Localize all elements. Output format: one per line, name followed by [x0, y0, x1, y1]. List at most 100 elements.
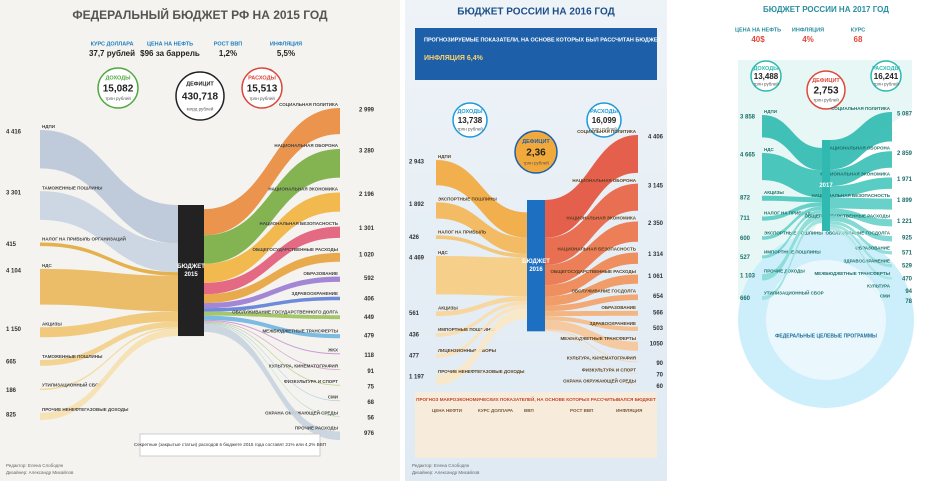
income-name: ЛИЦЕНЗИОННЫЕ СБОРЫ: [438, 348, 497, 353]
income-amount: 4 104: [6, 268, 22, 274]
expense-name: СМИ: [328, 395, 338, 400]
income-flow: [762, 209, 822, 259]
expense-flow: [204, 276, 340, 309]
income-name: НАЛОГ НА ПРИБЫЛЬ: [438, 230, 487, 235]
expense-amount: 5 087: [897, 112, 913, 118]
credit: Редактор: Елена Слободян: [412, 463, 470, 468]
income-amount: 4 469: [409, 256, 425, 262]
expense-amount: 75: [367, 385, 374, 391]
expense-name: НАЦИОНАЛЬНАЯ ЭКОНОМИКА: [268, 187, 338, 192]
hub-unit: трлн рублей: [523, 160, 549, 166]
expense-name: СМИ: [880, 294, 890, 299]
indicator-box: [415, 28, 657, 80]
budget-label: 2015: [184, 272, 198, 278]
expense-name: ЗДРАВООХРАНЕНИЕ: [844, 258, 890, 263]
hub-value: 430,718: [182, 92, 219, 103]
budget-label: 2017: [819, 183, 833, 189]
income-name: ЭКСПОРТНЫЕ ПОШЛИНЫ: [438, 196, 497, 201]
hub-label: ДЕФИЦИТ: [522, 139, 550, 145]
expense-name: ОБЩЕГОСУДАРСТВЕННЫЕ РАСХОДЫ: [253, 247, 339, 252]
income-flow: [436, 300, 527, 337]
expense-name: ЗДРАВООХРАНЕНИЕ: [292, 291, 338, 296]
expense-flow: [830, 227, 892, 280]
income-amount: 1 197: [409, 374, 425, 380]
expense-name: ОБСЛУЖИВАНИЕ ГОСУДАРСТВЕННОГО ДОЛГА: [232, 309, 339, 314]
indicator-value: 40$: [751, 35, 765, 44]
income-name: НДПИ: [438, 154, 451, 159]
income-amount: 4 416: [6, 130, 22, 136]
expense-name: ОБСЛУЖИВАНИЕ ГОСДОЛГА: [825, 230, 890, 235]
hub: [175, 71, 225, 121]
hub-label: РАСХОДЫ: [590, 109, 618, 115]
expense-name: НАЦИОНАЛЬНАЯ ЭКОНОМИКА: [820, 172, 890, 177]
indicator-value: 37,7 рублей: [89, 49, 135, 58]
expense-amount: 503: [653, 326, 664, 332]
expense-amount: 78: [905, 299, 912, 305]
expense-flow: [545, 274, 638, 306]
expense-flow: [204, 311, 340, 320]
income-amount: 3 301: [6, 191, 22, 197]
income-name: ТАМОЖЕННЫЕ ПОШЛИНЫ: [42, 354, 103, 359]
hub-label: ДОХОДЫ: [457, 109, 483, 115]
expense-amount: 118: [364, 353, 374, 359]
expense-amount: 529: [902, 264, 913, 270]
expense-name: ОХРАНА ОКРУЖАЮЩЕЙ СРЕДЫ: [265, 408, 338, 415]
expense-flow: [545, 221, 638, 286]
income-amount: 426: [409, 235, 420, 241]
expense-flow: [204, 321, 340, 386]
income-amount: 711: [740, 216, 750, 222]
expense-name: ОБСЛУЖИВАНИЕ ГОСДОЛГА: [571, 289, 636, 294]
expense-name: НАЦИОНАЛЬНАЯ БЕЗОПАСНОСТЬ: [812, 193, 891, 198]
credit: Редактор: Елена Слободян: [6, 463, 64, 468]
hub: [514, 130, 558, 174]
income-amount: 4 665: [740, 153, 756, 159]
table-header: КУРС ДОЛЛАРА: [478, 408, 514, 413]
expense-amount: 56: [367, 416, 374, 422]
hub: [241, 67, 283, 109]
hub-label: ДЕФИЦИТ: [186, 81, 214, 87]
expense-amount: 449: [364, 315, 375, 321]
income-flow: [436, 255, 527, 297]
income-flow: [40, 242, 178, 276]
table-header: ИНФЛЯЦИЯ: [616, 408, 642, 413]
expense-amount: 2 859: [897, 151, 913, 157]
income-flow: [762, 213, 822, 281]
expense-flow: [204, 319, 340, 355]
income-amount: 415: [6, 242, 17, 248]
hub-value: 16,241: [874, 72, 899, 81]
expense-amount: 592: [364, 276, 375, 282]
hub-value: 13,488: [754, 72, 779, 81]
expense-flow: [204, 226, 340, 295]
expense-amount: 1 899: [897, 198, 913, 204]
hub-value: 13,738: [458, 116, 483, 125]
income-flow: [40, 311, 178, 338]
expense-name: ПРОЧИЕ РАСХОДЫ: [295, 426, 339, 431]
income-amount: 1 150: [6, 327, 22, 333]
income-amount: 600: [740, 236, 751, 242]
expense-name: КУЛЬТУРА, КИНЕМАТОГРАФИЯ: [567, 356, 636, 361]
income-name: НАЛОГ НА ПРИБЫЛЬ ОРГАНИЗАЦИЙ: [42, 235, 126, 242]
income-flow: [40, 268, 178, 312]
income-flow: [762, 206, 822, 240]
income-flow: [40, 327, 178, 391]
hub-label: ДОХОДЫ: [753, 66, 779, 72]
expense-flow: [204, 322, 340, 417]
expense-flow: [830, 215, 892, 242]
income-amount: 3 858: [740, 115, 756, 121]
expense-name: МЕЖБЮДЖЕТНЫЕ ТРАНСФЕРТЫ: [814, 271, 890, 276]
expense-flow: [204, 149, 340, 264]
income-flow: [436, 160, 527, 238]
hub: [586, 102, 622, 138]
expense-amount: 406: [364, 296, 375, 302]
indicator-value: 4%: [802, 35, 814, 44]
expense-amount: 2 999: [359, 108, 375, 114]
expense-name: ЖКХ: [327, 347, 338, 352]
expense-name: ОХРАНА ОКРУЖАЮЩЕЙ СРЕДЫ: [563, 377, 636, 384]
income-name: НДС: [438, 250, 448, 255]
programs-circle-inner: [766, 260, 886, 380]
budget-label: БЮДЖЕТ: [177, 264, 205, 270]
expense-name: КУЛЬТУРА, КИНЕМАТОГРАФИЯ: [269, 363, 338, 368]
hub-unit: трлн рублей: [591, 126, 617, 132]
income-flow: [762, 115, 822, 171]
